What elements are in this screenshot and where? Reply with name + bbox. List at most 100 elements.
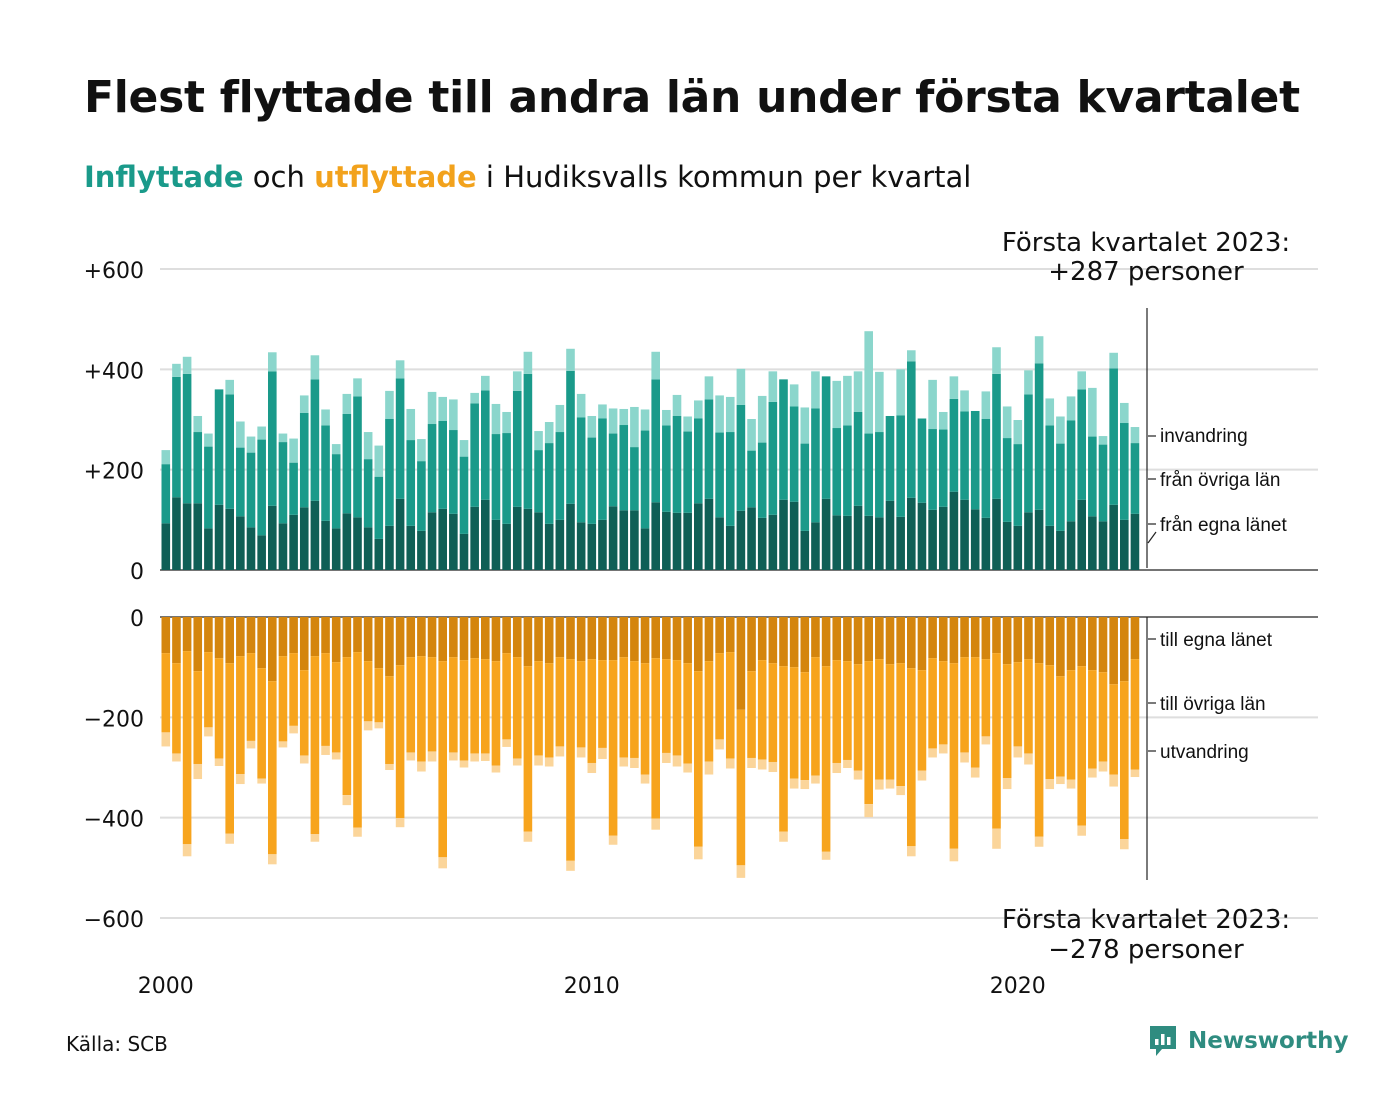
inflow-bar-segment	[1066, 396, 1076, 421]
inflow-bar-segment	[544, 523, 554, 570]
inflow-bar-segment	[598, 418, 607, 520]
outflow-bar-segment	[800, 780, 810, 790]
inflow-bar-segment	[640, 528, 650, 570]
outflow-bar-segment	[1002, 664, 1012, 779]
inflow-bar-segment	[193, 415, 203, 433]
outflow-bar-segment	[1077, 825, 1086, 836]
inflow-bar-segment	[236, 421, 245, 448]
inflow-bar-segment	[896, 415, 905, 517]
outflow-bar-segment	[640, 663, 650, 775]
outflow-bar-segment	[608, 835, 618, 845]
inflow-bar-segment	[1109, 352, 1118, 369]
outflow-bar-segment	[406, 657, 416, 753]
inflow-bar-segment	[907, 350, 916, 362]
outflow-bar-segment	[896, 663, 905, 787]
outflow-bar-segment	[715, 739, 724, 750]
inflow-bar-segment	[843, 375, 852, 426]
outflow-bar-segment	[1109, 684, 1118, 775]
inflow-bar-segment	[1056, 443, 1065, 531]
inflow-bar-segment	[1130, 443, 1140, 514]
inflow-bar-segment	[928, 429, 937, 510]
outflow-bar-segment	[502, 653, 511, 740]
outflow-bar-segment	[310, 617, 320, 657]
outflow-bar-segment	[555, 617, 565, 658]
outflow-bar-segment	[757, 660, 767, 760]
inflow-bar-segment	[725, 396, 735, 433]
outflow-bar-segment	[353, 617, 362, 653]
outflow-bar-segment	[544, 663, 554, 758]
inflow-bar-segment	[715, 432, 724, 518]
inflow-bar-segment	[459, 533, 469, 570]
inflow-bar-segment	[885, 415, 895, 501]
inflow-bar-segment	[811, 522, 820, 570]
outflow-bar-segment	[587, 762, 597, 774]
inflow-bar-segment	[853, 371, 863, 412]
inflow-bar-segment	[417, 530, 426, 570]
x-tick-label: 2010	[564, 974, 620, 999]
inflow-bar-segment	[992, 347, 1001, 374]
outflow-bar-segment	[438, 617, 447, 662]
inflow-bar-segment	[1066, 521, 1076, 570]
outflow-bar-segment	[481, 659, 490, 754]
inflow-bar-segment	[1013, 525, 1023, 570]
outflow-bar-segment	[1013, 662, 1023, 747]
tick-labels: +600 +400 +200 0 0 −200 −400 −600 2000 2010 2020	[84, 259, 1046, 999]
inflow-bar-segment	[832, 380, 842, 429]
inflow-bar-segment	[427, 391, 437, 425]
series-labels: invandring från övriga län från egna länet…	[1147, 426, 1287, 763]
outflow-bar-segment	[299, 755, 309, 764]
inflow-bar-segment	[747, 450, 756, 508]
outflow-bar-segment	[928, 658, 937, 749]
inflow-bar-segment	[321, 425, 330, 521]
inflow-bar-segment	[438, 421, 447, 509]
outflow-bar-segment	[406, 752, 416, 761]
outflow-bar-segment	[544, 617, 554, 664]
inflow-bar-segment	[321, 520, 330, 570]
inflow-bar-segment	[470, 392, 479, 404]
outflow-bar-segment	[257, 668, 266, 779]
outflow-bar-segment	[182, 651, 192, 845]
inflow-bar-segment	[640, 409, 650, 431]
subtitle-connector: och	[243, 160, 315, 194]
outflow-bar-segment	[193, 763, 203, 780]
outflow-bar-segment	[779, 831, 788, 842]
inflow-bar-segment	[747, 418, 756, 451]
inflow-bar-segment	[1013, 444, 1023, 526]
inflow-bar-segment	[193, 432, 203, 504]
inflow-bar-segment	[875, 432, 884, 518]
inflow-bar-segment	[960, 411, 969, 500]
inflow-bar-segment	[949, 491, 959, 570]
inflow-bar-segment	[619, 510, 629, 570]
inflow-bar-segment	[1120, 519, 1129, 570]
inflow-bar-segment	[598, 519, 607, 570]
inflow-bar-segment	[587, 523, 597, 570]
inflow-bar-segment	[672, 415, 682, 513]
outflow-bar-segment	[310, 834, 320, 842]
outflow-bar-segment	[875, 659, 884, 780]
subtitle-outflow-word: utflyttade	[314, 160, 477, 194]
inflow-bar-segment	[694, 418, 703, 504]
outflow-bar-segment	[960, 657, 969, 753]
outflow-bar-segment	[374, 668, 384, 723]
outflow-bar-segment	[917, 770, 927, 781]
inflow-bar-segment	[630, 447, 639, 511]
inflow-bar-segment	[299, 395, 309, 413]
outflow-bar-segment	[992, 828, 1001, 849]
outflow-bar-segment	[843, 759, 852, 769]
outflow-bar-segment	[172, 617, 181, 664]
outflow-bar-segment	[257, 617, 266, 669]
inflow-bar-segment	[960, 499, 969, 570]
outflow-bar-segment	[768, 617, 778, 664]
inflow-bar-segment	[331, 454, 341, 529]
outflow-bar-segment	[853, 664, 863, 771]
outflow-bar-segment	[470, 753, 479, 762]
inflow-bar-segment	[576, 417, 586, 523]
inflow-bar-segment	[662, 511, 671, 570]
inflow-bar-segment	[779, 499, 788, 570]
inflow-bar-segment	[512, 390, 522, 507]
inflow-bar-segment	[268, 505, 277, 570]
outflow-bar-segment	[566, 659, 575, 861]
outflow-bar-segment	[427, 657, 437, 752]
inflow-bar-segment	[672, 512, 682, 570]
outflow-bar-segment	[725, 617, 735, 653]
